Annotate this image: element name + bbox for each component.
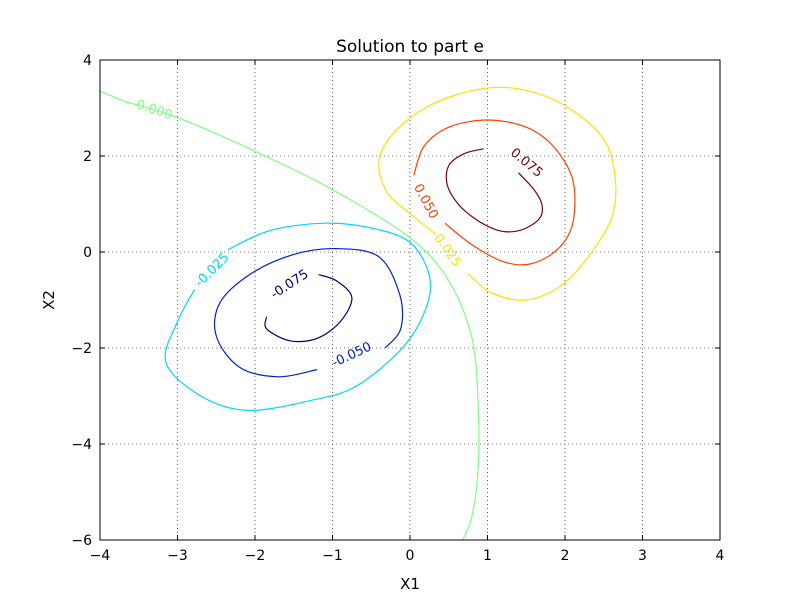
contour-line: [378, 86, 617, 301]
y-tick-label: 4: [83, 53, 92, 69]
y-tick-label: −6: [71, 533, 92, 549]
contour-line: [445, 148, 544, 233]
x-tick-label: 3: [638, 548, 647, 564]
chart-title: Solution to part e: [336, 37, 484, 57]
y-tick-label: 0: [83, 245, 92, 261]
x-tick-label: 2: [561, 548, 570, 564]
contour-line: [99, 90, 480, 541]
x-axis-label: X1: [400, 575, 420, 593]
contour-lines: [99, 86, 617, 541]
contour-line: [213, 247, 404, 378]
x-tick-label: 1: [483, 548, 492, 564]
contour-line: [164, 222, 432, 412]
contour-line: [264, 274, 353, 343]
y-tick-label: 2: [83, 149, 92, 165]
y-axis-label: X2: [40, 290, 58, 310]
x-tick-label: −4: [90, 548, 111, 564]
y-tick-label: −4: [71, 437, 92, 453]
x-tick-label: −2: [245, 548, 266, 564]
x-tick-label: 0: [406, 548, 415, 564]
y-tick-label: −2: [71, 341, 92, 357]
grid: [100, 60, 720, 540]
x-tick-label: 4: [716, 548, 725, 564]
x-tick-label: −1: [322, 548, 343, 564]
contour-line: [413, 119, 576, 266]
x-tick-label: −3: [167, 548, 188, 564]
